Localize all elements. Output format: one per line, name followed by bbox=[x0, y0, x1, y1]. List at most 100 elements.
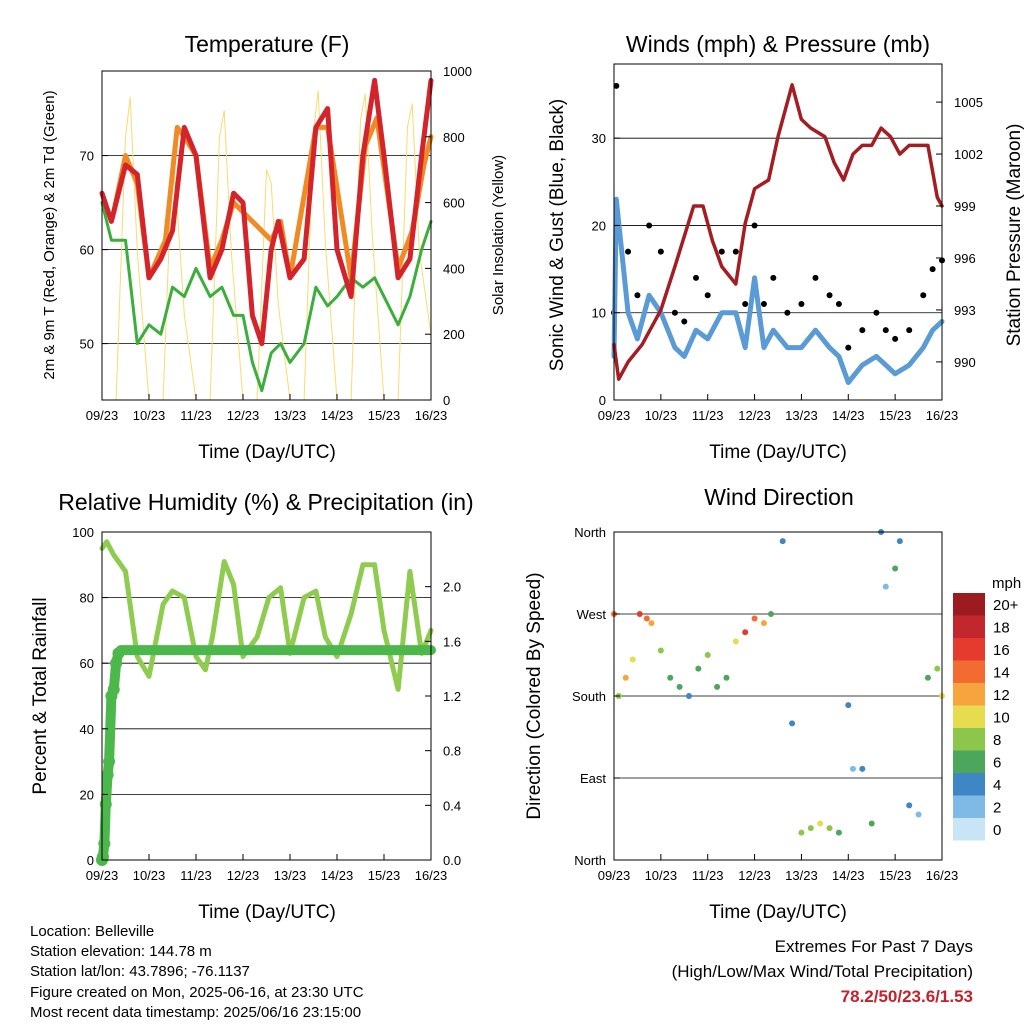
direction-point bbox=[859, 765, 866, 772]
x-tick-label: 12/23 bbox=[738, 408, 771, 423]
y-tick-label: 10 bbox=[592, 306, 606, 321]
direction-point bbox=[667, 674, 674, 681]
gust-point bbox=[613, 82, 620, 89]
x-tick-label: 10/23 bbox=[133, 868, 166, 883]
gust-point bbox=[693, 274, 699, 281]
direction-point bbox=[636, 611, 643, 617]
precip-point bbox=[98, 837, 111, 850]
gust-point bbox=[718, 248, 725, 255]
y-tick-label: North bbox=[574, 853, 606, 868]
pressure-series bbox=[612, 83, 944, 381]
dewpoint-series bbox=[100, 201, 433, 393]
precip-series bbox=[97, 645, 436, 865]
y2-tick-label: 800 bbox=[443, 130, 465, 145]
direction-point bbox=[629, 656, 636, 663]
station-info: Location: Belleville Station elevation: … bbox=[30, 922, 364, 1023]
temperature-y2label: Solar Insolation (Yellow) bbox=[490, 155, 507, 315]
gust-point bbox=[798, 301, 805, 307]
precip-point bbox=[103, 755, 116, 768]
x-tick-label: 11/23 bbox=[180, 868, 212, 883]
x-tick-label: 10/23 bbox=[645, 408, 678, 423]
humidity-ylabel: Percent & Total Rainfall bbox=[30, 597, 51, 794]
direction-point bbox=[892, 565, 899, 572]
y-tick-label: 50 bbox=[80, 337, 94, 352]
y2-tick-label: 0.4 bbox=[443, 798, 461, 813]
gust-point bbox=[770, 274, 777, 281]
y2-tick-label: 999 bbox=[954, 199, 976, 214]
y2-tick-label: 0.0 bbox=[443, 853, 461, 868]
x-tick-label: 15/23 bbox=[879, 408, 912, 423]
temperature-panel: Temperature (F) 09/23 10/23 11/23 12/23 13/2… bbox=[41, 31, 507, 463]
gust-point bbox=[671, 309, 678, 316]
y2-tick-label: 1.6 bbox=[443, 634, 461, 649]
x-tick-label: 12/23 bbox=[227, 868, 260, 883]
temp-2m-series bbox=[99, 77, 434, 347]
y2-tick-label: 200 bbox=[443, 327, 465, 342]
y2-tick-label: 600 bbox=[443, 196, 465, 211]
temperature-title: Temperature (F) bbox=[185, 31, 350, 57]
x-tick-label: 15/23 bbox=[368, 868, 401, 883]
direction-point bbox=[760, 620, 767, 627]
x-tick-label: 09/23 bbox=[598, 868, 631, 883]
y-tick-label: 100 bbox=[72, 525, 94, 540]
gust-point bbox=[742, 301, 749, 307]
legend-swatch bbox=[953, 773, 985, 796]
gust-point bbox=[845, 344, 852, 351]
gust-point bbox=[906, 327, 913, 334]
rh-series bbox=[99, 539, 434, 692]
wind-series bbox=[611, 196, 945, 385]
direction-point bbox=[704, 652, 711, 658]
direction-point bbox=[695, 665, 702, 672]
legend-swatch bbox=[953, 683, 985, 706]
legend-label: 6 bbox=[993, 755, 1001, 772]
legend-label: 18 bbox=[993, 620, 1010, 637]
y-tick-label: 0 bbox=[87, 853, 94, 868]
direction-point bbox=[882, 583, 889, 590]
y-tick-label: 60 bbox=[80, 243, 94, 258]
x-tick-label: 14/23 bbox=[832, 408, 865, 423]
legend-title: mph bbox=[992, 575, 1021, 592]
gust-point bbox=[920, 292, 927, 299]
x-tick-label: 11/23 bbox=[180, 408, 212, 423]
temperature-frame bbox=[101, 70, 432, 401]
extremes-subtitle: (High/Low/Max Wind/Total Precipitation) bbox=[671, 962, 973, 981]
temperature-xlabel: Time (Day/UTC) bbox=[198, 442, 336, 463]
y-tick-label: 20 bbox=[80, 787, 94, 802]
direction-point bbox=[934, 665, 941, 672]
wind-direction-panel: Wind Direction 09/23 10/23 11/23 12/23 13/23… bbox=[524, 484, 1021, 923]
y-tick-label: 30 bbox=[592, 131, 606, 146]
x-tick-label: 14/23 bbox=[321, 408, 354, 423]
x-tick-label: 09/23 bbox=[86, 868, 119, 883]
winds-frame bbox=[613, 63, 943, 401]
legend-label: 4 bbox=[993, 777, 1001, 794]
x-tick-label: 14/23 bbox=[321, 868, 354, 883]
wind-direction-ylabel: Direction (Colored By Speed) bbox=[524, 572, 545, 819]
legend-label: 16 bbox=[993, 642, 1010, 659]
temperature-ylabel: 2m & 9m T (Red, Orange) & 2m Td (Green) bbox=[41, 90, 58, 379]
gust-point bbox=[634, 292, 641, 299]
recent-text: Most recent data timestamp: 2025/06/16 2… bbox=[30, 1003, 362, 1021]
x-tick-label: 15/23 bbox=[879, 868, 912, 883]
x-tick-label: 16/23 bbox=[926, 868, 959, 883]
gust-point bbox=[625, 248, 632, 255]
gust-point bbox=[929, 266, 936, 273]
direction-point bbox=[915, 811, 922, 818]
direction-point bbox=[723, 674, 730, 681]
direction-point bbox=[826, 825, 833, 832]
gust-point bbox=[784, 309, 791, 316]
gust-point bbox=[873, 309, 880, 316]
direction-point bbox=[896, 538, 903, 545]
legend-swatch bbox=[953, 818, 985, 841]
direction-point bbox=[849, 765, 856, 772]
x-tick-label: 16/23 bbox=[415, 868, 448, 883]
location-text: Location: Belleville bbox=[30, 923, 155, 940]
gust-point bbox=[859, 327, 866, 334]
gust-point bbox=[760, 301, 767, 307]
x-tick-label: 09/23 bbox=[598, 408, 631, 423]
direction-point bbox=[767, 611, 774, 617]
extremes-values: 78.2/50/23.6/1.53 bbox=[840, 987, 973, 1006]
direction-point bbox=[742, 629, 749, 636]
gust-point bbox=[892, 335, 899, 342]
x-tick-label: 11/23 bbox=[692, 408, 724, 423]
